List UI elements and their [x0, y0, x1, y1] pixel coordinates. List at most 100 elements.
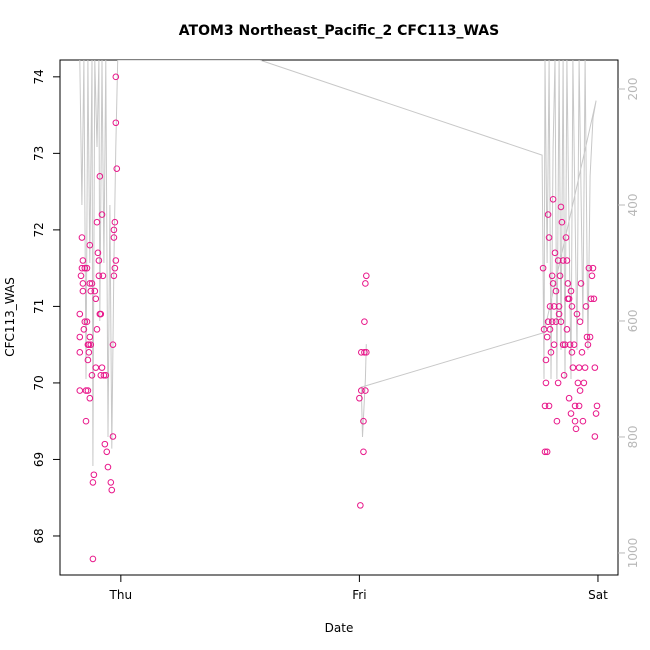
data-point: [541, 448, 549, 456]
data-point: [546, 326, 554, 333]
data-point: [84, 356, 92, 364]
y2-tick-label: 200: [626, 78, 640, 101]
data-point: [592, 410, 600, 417]
data-point: [570, 341, 578, 348]
data-point: [548, 318, 556, 326]
data-point: [576, 318, 584, 326]
data-point: [76, 333, 84, 341]
data-point: [94, 249, 102, 257]
data-point: [563, 326, 571, 333]
data-point: [543, 448, 551, 456]
data-point: [561, 341, 569, 348]
data-point: [76, 349, 84, 356]
data-point: [360, 448, 367, 456]
data-point: [85, 341, 93, 348]
data-point: [109, 433, 117, 440]
data-point: [97, 310, 105, 318]
data-point: [93, 218, 101, 226]
data-point: [560, 371, 568, 379]
data-point: [549, 195, 557, 203]
data-point: [545, 234, 553, 241]
data-point: [568, 349, 576, 356]
data-point: [108, 486, 116, 494]
data-point: [568, 303, 576, 310]
data-point: [552, 287, 560, 295]
data-point: [548, 272, 556, 280]
data-point: [579, 417, 587, 425]
data-point: [78, 264, 86, 272]
data-point: [361, 349, 368, 356]
data-point: [583, 333, 591, 341]
data-point: [107, 479, 115, 486]
data-point: [558, 218, 566, 226]
data-point: [77, 272, 85, 280]
data-point: [91, 287, 99, 295]
data-point: [103, 448, 111, 456]
data-point: [542, 379, 550, 387]
data-point: [591, 364, 599, 371]
x-tick-label: Fri: [352, 588, 366, 602]
data-point: [109, 341, 117, 348]
data-point: [578, 349, 586, 356]
x-axis-label: Date: [325, 621, 354, 635]
data-point: [101, 440, 109, 448]
y-axis-label: CFC113_WAS: [3, 277, 17, 357]
data-point: [564, 280, 572, 287]
data-point: [99, 272, 107, 280]
data-point: [362, 280, 369, 287]
data-point: [80, 326, 88, 333]
data-point: [87, 287, 95, 295]
data-point: [86, 394, 94, 402]
y-tick-label: 74: [32, 69, 46, 84]
data-point: [90, 471, 98, 479]
data-point: [111, 218, 119, 226]
data-point: [554, 257, 562, 264]
data-point: [573, 310, 581, 318]
data-point: [362, 387, 369, 394]
data-point: [96, 173, 104, 180]
data-point: [83, 318, 91, 326]
data-point: [554, 379, 562, 387]
data-point: [82, 417, 90, 425]
y2-tick-label: 1000: [626, 538, 640, 569]
data-point: [84, 387, 92, 394]
data-point: [110, 226, 118, 234]
data-point: [553, 417, 561, 425]
y2-tick-label: 800: [626, 426, 640, 449]
data-point: [79, 287, 87, 295]
data-point: [86, 333, 94, 341]
data-point: [574, 379, 582, 387]
data-point: [357, 502, 364, 509]
data-point: [591, 433, 599, 440]
data-point: [571, 417, 579, 425]
data-point: [95, 272, 103, 280]
data-point: [572, 425, 580, 433]
data-point: [111, 264, 119, 272]
data-point: [102, 371, 110, 379]
data-point: [86, 241, 94, 249]
data-point: [544, 211, 552, 218]
data-point: [566, 341, 574, 348]
y-tick-label: 69: [32, 452, 46, 467]
data-point: [571, 402, 579, 410]
data-point: [110, 234, 118, 241]
data-point: [92, 295, 100, 303]
data-point: [92, 364, 100, 371]
data-point: [110, 272, 118, 280]
data-point: [547, 349, 555, 356]
data-point: [98, 211, 106, 218]
data-point: [582, 303, 590, 310]
data-point: [544, 318, 552, 326]
data-point: [556, 272, 564, 280]
data-point: [363, 272, 370, 280]
data-point: [76, 310, 84, 318]
data-point: [577, 280, 585, 287]
data-point: [542, 356, 550, 364]
data-point: [543, 333, 551, 341]
data-point: [95, 257, 103, 264]
data-point: [581, 364, 589, 371]
data-point: [81, 264, 89, 272]
data-point: [88, 280, 96, 287]
data-point: [565, 394, 573, 402]
